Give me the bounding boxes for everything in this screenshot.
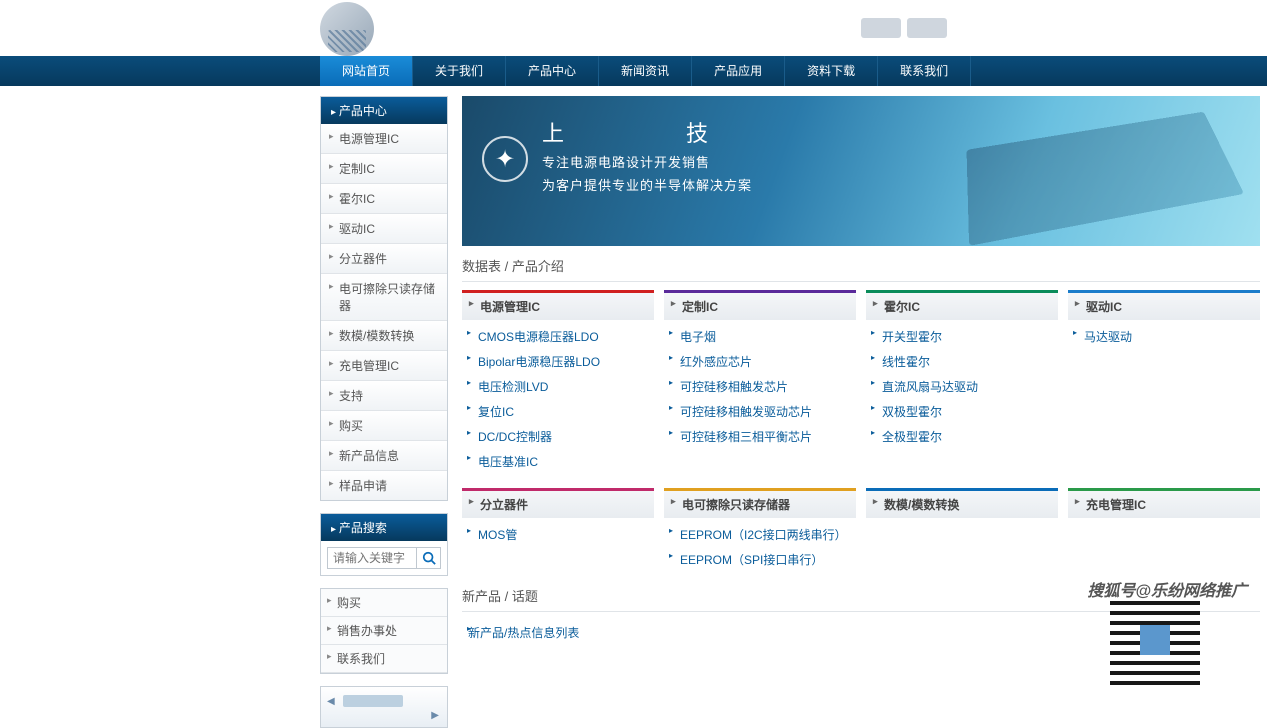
logo [320, 2, 374, 56]
category-link[interactable]: 电压基准IC [462, 449, 654, 474]
category-box: 驱动IC 马达驱动 [1068, 290, 1260, 478]
sidebar-item[interactable]: 新产品信息 [321, 441, 447, 471]
category-link[interactable]: DC/DC控制器 [462, 424, 654, 449]
category-box: 电源管理IC CMOS电源稳压器LDOBipolar电源稳压器LDO电压检测LVD… [462, 290, 654, 478]
section-datasheet-title: 数据表 / 产品介绍 [462, 246, 1260, 282]
category-link[interactable]: 红外感应芯片 [664, 349, 856, 374]
header-right [861, 18, 947, 38]
quick-links: 购买销售办事处联系我们 [320, 588, 448, 674]
header [0, 0, 1267, 56]
category-link[interactable]: 可控硅移相三相平衡芯片 [664, 424, 856, 449]
sidebar-item[interactable]: 充电管理IC [321, 351, 447, 381]
product-menu: 产品中心 电源管理IC定制IC霍尔IC驱动IC分立器件电可擦除只读存储器数模/模… [320, 96, 448, 501]
sidebar-item[interactable]: 定制IC [321, 154, 447, 184]
search-icon [422, 551, 436, 565]
category-link[interactable]: 直流风扇马达驱动 [866, 374, 1058, 399]
category-head[interactable]: 驱动IC [1068, 290, 1260, 320]
quick-link[interactable]: 销售办事处 [321, 617, 447, 645]
category-box: 定制IC 电子烟红外感应芯片可控硅移相触发芯片可控硅移相触发驱动芯片可控硅移相三相… [664, 290, 856, 478]
category-head[interactable]: 电可擦除只读存储器 [664, 488, 856, 518]
banner-logo-icon: ✦ [482, 136, 528, 182]
sidebar-item[interactable]: 电源管理IC [321, 124, 447, 154]
main: ✦ 上 技 专注电源电路设计开发销售 为客户提供专业的半导体解决方案 数据表 /… [462, 96, 1260, 728]
nav-item[interactable]: 产品应用 [692, 56, 785, 86]
nav-item[interactable]: 新闻资讯 [599, 56, 692, 86]
category-link[interactable]: 可控硅移相触发驱动芯片 [664, 399, 856, 424]
category-link[interactable]: EEPROM（I2C接口两线串行） [664, 522, 856, 547]
nav-item[interactable]: 网站首页 [320, 56, 413, 86]
search-box: 产品搜索 [320, 513, 448, 576]
category-link[interactable]: 可控硅移相触发芯片 [664, 374, 856, 399]
category-link[interactable]: 开关型霍尔 [866, 324, 1058, 349]
sidebar-item[interactable]: 数模/模数转换 [321, 321, 447, 351]
category-head[interactable]: 霍尔IC [866, 290, 1058, 320]
category-link[interactable]: EEPROM（SPI接口串行） [664, 547, 856, 572]
category-box: 电可擦除只读存储器 EEPROM（I2C接口两线串行）EEPROM（SPI接口串行… [664, 488, 856, 576]
search-input[interactable] [327, 547, 417, 569]
category-head[interactable]: 分立器件 [462, 488, 654, 518]
nav-item[interactable]: 资料下载 [785, 56, 878, 86]
sidebar-item[interactable]: 支持 [321, 381, 447, 411]
sidebar-item[interactable]: 霍尔IC [321, 184, 447, 214]
category-link[interactable]: 全极型霍尔 [866, 424, 1058, 449]
sidebar-item[interactable]: 电可擦除只读存储器 [321, 274, 447, 321]
category-head[interactable]: 数模/模数转换 [866, 488, 1058, 518]
sidebar-item[interactable]: 购买 [321, 411, 447, 441]
category-link[interactable]: 线性霍尔 [866, 349, 1058, 374]
nav-item[interactable]: 产品中心 [506, 56, 599, 86]
navbar: 网站首页关于我们产品中心新闻资讯产品应用资料下载联系我们 [0, 56, 1267, 86]
search-head: 产品搜索 [321, 514, 447, 541]
nav-item[interactable]: 关于我们 [413, 56, 506, 86]
sidebar-item[interactable]: 样品申请 [321, 471, 447, 500]
category-box: 充电管理IC [1068, 488, 1260, 576]
watermark: 搜狐号@乐纷网络推广 [1087, 577, 1247, 601]
sidebar-item[interactable]: 驱动IC [321, 214, 447, 244]
nav-item[interactable]: 联系我们 [878, 56, 971, 86]
category-link[interactable]: CMOS电源稳压器LDO [462, 324, 654, 349]
category-head[interactable]: 电源管理IC [462, 290, 654, 320]
sidebar-ad: ◀ ▶ [320, 686, 448, 728]
category-box: 霍尔IC 开关型霍尔线性霍尔直流风扇马达驱动双极型霍尔全极型霍尔 [866, 290, 1058, 478]
sidebar-item[interactable]: 分立器件 [321, 244, 447, 274]
category-head[interactable]: 充电管理IC [1068, 488, 1260, 518]
category-link[interactable]: 电压检测LVD [462, 374, 654, 399]
category-link[interactable]: 复位IC [462, 399, 654, 424]
category-link[interactable]: MOS管 [462, 522, 654, 547]
category-link[interactable]: Bipolar电源稳压器LDO [462, 349, 654, 374]
category-link[interactable]: 电子烟 [664, 324, 856, 349]
category-link[interactable]: 双极型霍尔 [866, 399, 1058, 424]
category-box: 分立器件 MOS管 [462, 488, 654, 576]
banner: ✦ 上 技 专注电源电路设计开发销售 为客户提供专业的半导体解决方案 [462, 96, 1260, 246]
product-menu-head: 产品中心 [321, 97, 447, 124]
quick-link[interactable]: 购买 [321, 589, 447, 617]
category-head[interactable]: 定制IC [664, 290, 856, 320]
search-button[interactable] [417, 547, 441, 569]
category-link[interactable]: 马达驱动 [1068, 324, 1260, 349]
sidebar: 产品中心 电源管理IC定制IC霍尔IC驱动IC分立器件电可擦除只读存储器数模/模… [320, 96, 448, 728]
quick-link[interactable]: 联系我们 [321, 645, 447, 673]
category-box: 数模/模数转换 [866, 488, 1058, 576]
